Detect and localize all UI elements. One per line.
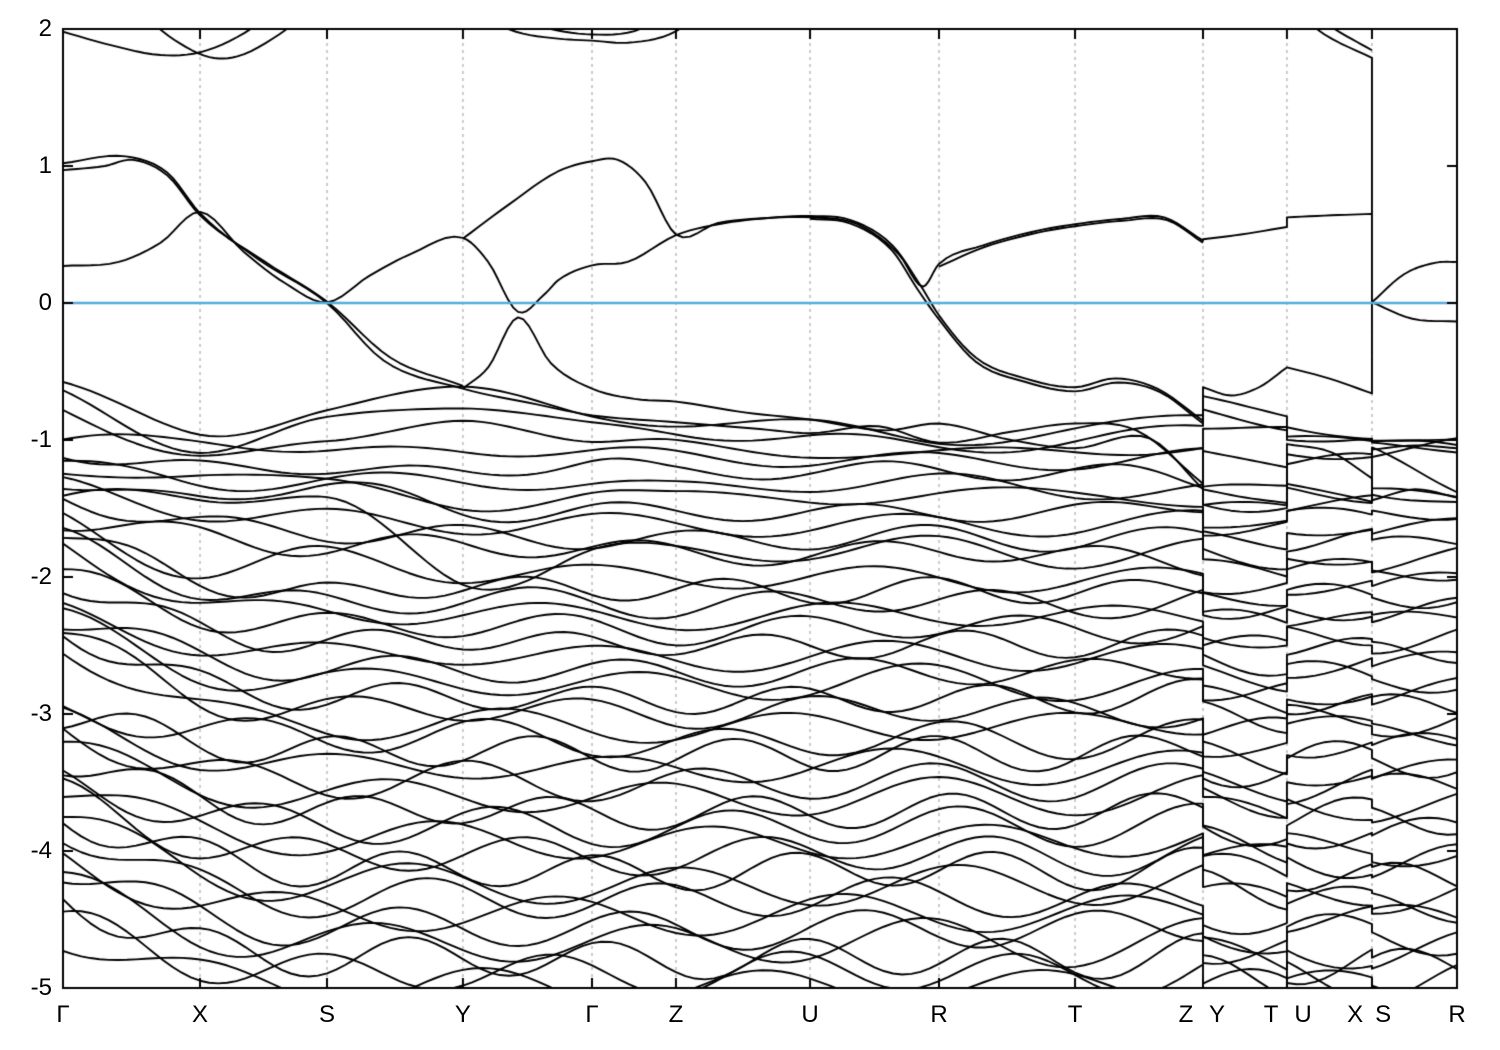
y-tick-label: -1 [30, 426, 52, 453]
x-tick-label: X [192, 1001, 209, 1028]
x-tick-label: U [801, 1001, 819, 1028]
x-tick-label: Γ [56, 1001, 70, 1028]
x-tick-label: T [1067, 1001, 1083, 1028]
y-tick-label: 1 [38, 152, 52, 179]
x-tick-label: S [1375, 1001, 1392, 1028]
y-tick-label: -4 [30, 837, 52, 864]
x-tick-label: S [319, 1001, 336, 1028]
x-tick-label: U [1294, 1001, 1312, 1028]
x-tick-label: Z [1178, 1001, 1194, 1028]
y-tick-label: -3 [30, 700, 52, 727]
y-tick-label: 2 [38, 15, 52, 42]
x-tick-label: R [930, 1001, 948, 1028]
x-tick-label: Γ [585, 1001, 599, 1028]
y-tick-label: -5 [30, 974, 52, 1001]
x-tick-label: Y [454, 1001, 471, 1028]
x-tick-label: Y [1208, 1001, 1225, 1028]
y-tick-label: -2 [30, 563, 52, 590]
x-tick-label: T [1263, 1001, 1279, 1028]
y-tick-label: 0 [38, 289, 52, 316]
x-tick-label: X [1347, 1001, 1364, 1028]
x-tick-label: R [1448, 1001, 1466, 1028]
x-tick-label: Z [668, 1001, 684, 1028]
